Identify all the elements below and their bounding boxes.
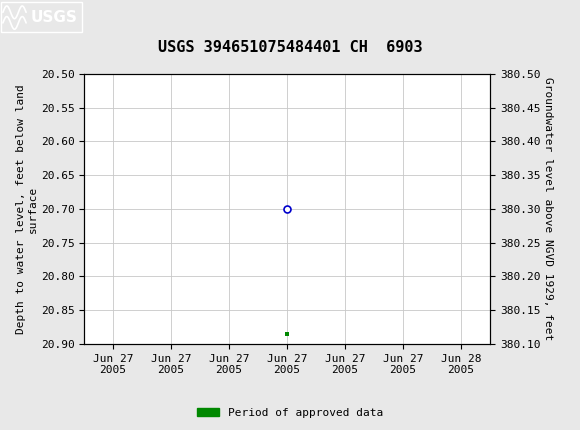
Text: USGS 394651075484401 CH  6903: USGS 394651075484401 CH 6903 bbox=[158, 40, 422, 55]
Bar bbox=[1, 3, 82, 32]
Legend: Period of approved data: Period of approved data bbox=[193, 403, 387, 422]
Y-axis label: Groundwater level above NGVD 1929, feet: Groundwater level above NGVD 1929, feet bbox=[543, 77, 553, 341]
Y-axis label: Depth to water level, feet below land
surface: Depth to water level, feet below land su… bbox=[16, 84, 38, 334]
Text: USGS: USGS bbox=[30, 10, 77, 25]
